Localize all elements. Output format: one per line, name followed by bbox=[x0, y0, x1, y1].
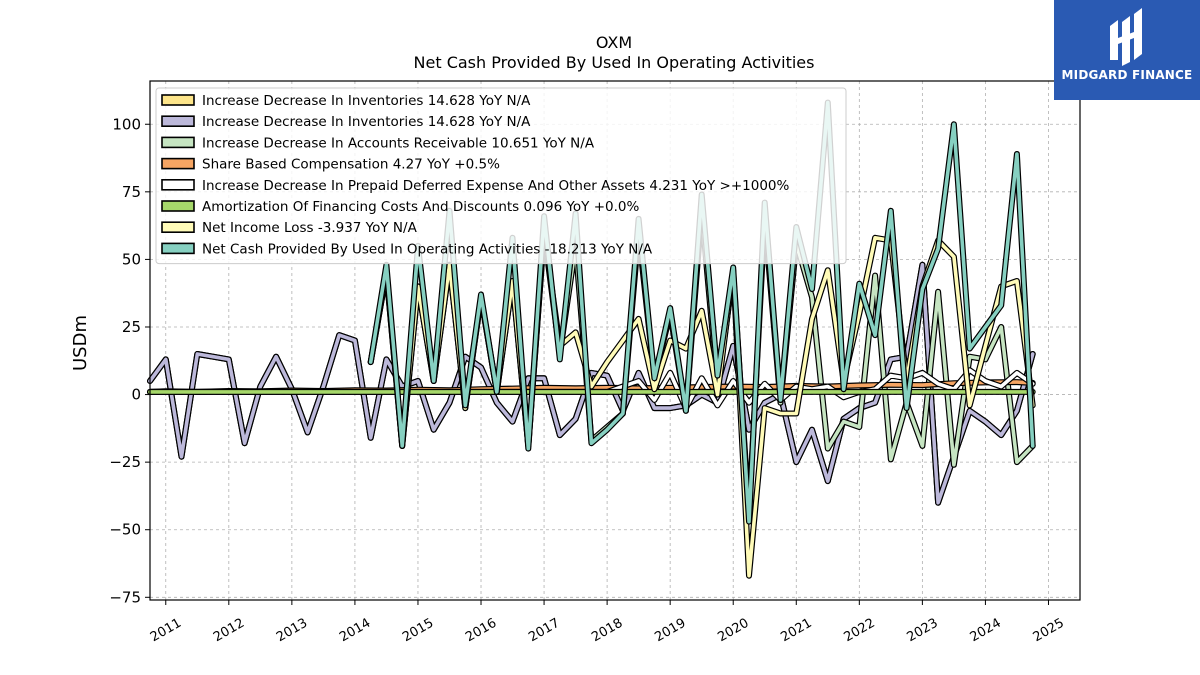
legend-swatch bbox=[161, 115, 195, 127]
legend-label: Increase Decrease In Inventories 14.628 … bbox=[202, 93, 531, 109]
x-tick-label: 2012 bbox=[211, 616, 247, 646]
legend-label: Amortization Of Financing Costs And Disc… bbox=[202, 199, 639, 215]
logo-mark-icon bbox=[1110, 8, 1142, 66]
y-tick-label: −50 bbox=[109, 521, 141, 539]
x-tick-label: 2014 bbox=[337, 616, 373, 646]
x-tick-label: 2017 bbox=[526, 616, 562, 646]
legend-label: Increase Decrease In Inventories 14.628 … bbox=[202, 114, 531, 130]
x-tick-label: 2011 bbox=[148, 616, 184, 646]
x-tick-label: 2019 bbox=[652, 616, 688, 646]
legend-label: Increase Decrease In Prepaid Deferred Ex… bbox=[202, 178, 789, 194]
legend-swatch bbox=[161, 242, 195, 255]
chart-subtitle: Net Cash Provided By Used In Operating A… bbox=[414, 53, 815, 72]
y-tick-label: 50 bbox=[122, 250, 141, 268]
y-axis-label: USDm bbox=[70, 315, 91, 371]
x-tick-label: 2016 bbox=[463, 616, 499, 646]
legend-swatch bbox=[161, 221, 195, 233]
y-tick-label: 0 bbox=[131, 386, 141, 404]
x-tick-label: 2015 bbox=[400, 616, 436, 646]
legend-swatch bbox=[161, 179, 195, 191]
legend-label: Net Income Loss -3.937 YoY N/A bbox=[202, 220, 418, 236]
legend-swatch bbox=[161, 157, 195, 170]
series-layer bbox=[147, 99, 1036, 579]
legend: Increase Decrease In Inventories 14.628 … bbox=[155, 87, 847, 265]
chart-title: OXM bbox=[596, 33, 632, 52]
legend-swatch bbox=[161, 136, 195, 149]
y-tick-label: −75 bbox=[109, 588, 141, 606]
x-tick-label: 2023 bbox=[905, 616, 941, 646]
legend-box bbox=[155, 87, 847, 265]
brand-logo: MIDGARD FINANCE bbox=[1054, 0, 1200, 100]
legend-label: Increase Decrease In Accounts Receivable… bbox=[202, 135, 595, 151]
x-tick-label: 2018 bbox=[589, 616, 625, 646]
legend-label: Share Based Compensation 4.27 YoY +0.5% bbox=[202, 157, 500, 173]
y-tick-label: −25 bbox=[109, 453, 141, 471]
legend-label: Net Cash Provided By Used In Operating A… bbox=[202, 241, 653, 257]
logo-text: MIDGARD FINANCE bbox=[1061, 68, 1193, 82]
legend-swatch bbox=[161, 94, 195, 106]
x-tick-label: 2020 bbox=[715, 616, 751, 646]
y-tick-label: 100 bbox=[112, 115, 141, 133]
y-tick-label: 25 bbox=[122, 318, 141, 336]
plot-frame bbox=[149, 80, 1081, 601]
x-tick-label: 2021 bbox=[778, 616, 814, 646]
x-tick-label: 2024 bbox=[968, 616, 1004, 646]
x-tick-label: 2013 bbox=[274, 616, 310, 646]
x-tick-label: 2025 bbox=[1031, 616, 1067, 646]
y-tick-label: 75 bbox=[122, 183, 141, 201]
legend-swatch bbox=[161, 200, 195, 212]
x-tick-label: 2022 bbox=[841, 616, 877, 646]
